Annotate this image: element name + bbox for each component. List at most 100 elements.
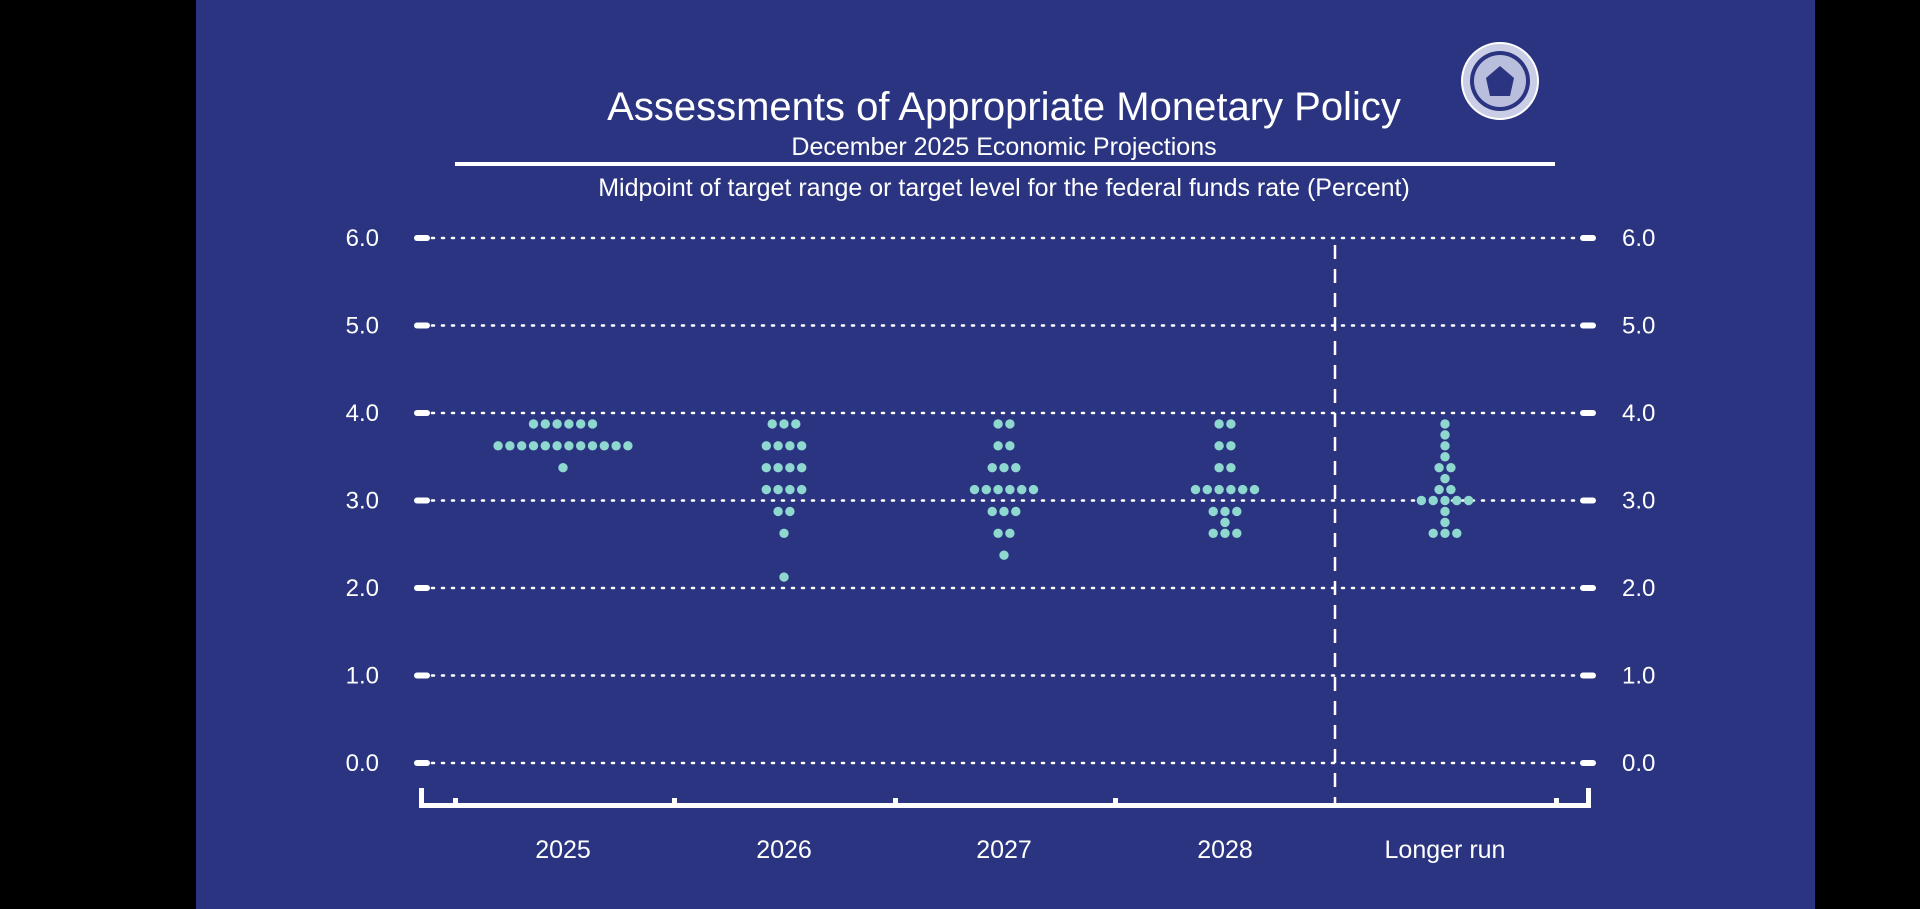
projection-dot [773,484,783,495]
chart-panel [196,0,1815,909]
projection-dot [1440,506,1450,517]
projection-dot [1202,484,1213,495]
projection-dot [1214,462,1224,473]
y-tick-right [1580,672,1596,679]
projection-dot [552,441,562,451]
x-tick-label: 2028 [1197,836,1253,864]
projection-dot [1446,462,1456,473]
y-tick-left [414,672,430,679]
projection-dot [493,441,503,451]
projection-dot [1434,462,1444,473]
projection-dot [528,419,539,429]
y-tick-right [1580,585,1596,591]
projection-dot [558,462,568,473]
y-tick-label-left: 5.0 [346,313,379,340]
projection-dot [999,462,1009,473]
projection-dot [1028,484,1039,495]
y-tick-label-right: 4.0 [1622,400,1655,427]
y-tick-left [414,760,430,766]
projection-dot [1446,484,1456,495]
projection-dot [1440,517,1450,528]
projection-dot [1214,484,1224,495]
projection-dot [1214,441,1224,451]
y-tick-label-right: 2.0 [1622,575,1655,602]
y-tick-label-left: 6.0 [346,225,379,252]
projection-dot [1005,484,1015,495]
projection-dot [1011,462,1021,473]
x-tick [453,798,458,804]
projection-dot [1220,506,1230,517]
projection-dot [1226,441,1236,451]
x-axis-end-right [1586,788,1591,808]
chart-title: Assessments of Appropriate Monetary Poli… [607,85,1401,129]
y-tick-label-right: 3.0 [1622,488,1655,515]
projection-dot [576,419,586,429]
projection-dot [1226,462,1236,473]
projection-dot [1463,495,1474,506]
x-tick-label: 2026 [756,836,812,864]
projection-dot [1249,484,1260,495]
projection-dot [1005,528,1015,539]
projection-dot [981,484,991,495]
y-tick-left [414,235,430,241]
projection-dot [1440,419,1450,429]
projection-dot [761,484,771,495]
projection-dot [1208,506,1218,517]
projection-dot [1238,484,1248,495]
x-axis-end-left [419,788,424,808]
projection-dot [1005,419,1015,429]
projection-dot [1440,528,1450,539]
y-tick-left [414,497,430,504]
projection-dot [1440,473,1450,484]
projection-dot [767,419,777,429]
projection-dot [969,484,980,495]
projection-dot [1428,495,1438,506]
title-rule [455,162,1555,166]
projection-dot [1220,528,1230,539]
chart-subtitle: December 2025 Economic Projections [791,133,1216,161]
projection-dot [587,419,598,429]
y-tick-right [1580,410,1596,416]
projection-dot [761,462,771,473]
projection-dot [1440,430,1450,440]
x-tick [893,798,898,804]
projection-dot [993,484,1003,495]
projection-dot [1452,528,1462,539]
projection-dot [1428,528,1438,539]
projection-dot [611,441,621,451]
y-tick-right [1580,235,1596,241]
projection-dot [773,506,783,517]
projection-dot [517,441,527,451]
projection-dot [779,528,789,539]
projection-dot [779,572,789,582]
y-tick-right [1580,322,1596,329]
projection-dot [1452,495,1462,506]
projection-dot [1017,484,1027,495]
projection-dot [779,419,789,429]
projection-dot [564,419,574,429]
y-tick-label-right: 1.0 [1622,663,1655,690]
y-tick-label-right: 0.0 [1622,750,1655,777]
y-tick-left [414,410,430,416]
x-tick [1113,798,1118,804]
y-tick-label-right: 6.0 [1622,225,1655,252]
projection-dot [999,506,1009,517]
projection-dot [552,419,562,429]
federal-reserve-seal-icon [1461,42,1539,120]
projection-dot [1440,495,1450,506]
projection-dot [1226,484,1236,495]
projection-dot [993,419,1003,429]
projection-dot [785,506,795,517]
y-tick-label-left: 4.0 [346,400,379,427]
y-tick-left [414,322,430,329]
projection-dot [785,484,795,495]
projection-dot [1226,419,1236,429]
x-tick [1554,798,1559,804]
y-tick-right [1580,760,1596,766]
projection-dot [797,484,807,495]
projection-dot [987,506,997,517]
projection-dot [1208,528,1218,539]
y-axis-label: Midpoint of target range or target level… [598,174,1410,202]
projection-dot [773,462,783,473]
